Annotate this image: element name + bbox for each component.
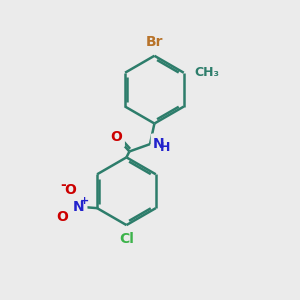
Text: O: O bbox=[64, 184, 76, 197]
Text: O: O bbox=[63, 182, 77, 200]
Text: Br: Br bbox=[146, 35, 163, 49]
Text: Br: Br bbox=[144, 31, 165, 49]
Text: CH₃: CH₃ bbox=[194, 66, 219, 79]
Text: O: O bbox=[110, 130, 122, 144]
Text: Cl: Cl bbox=[119, 232, 134, 246]
Text: O: O bbox=[56, 208, 70, 226]
Text: -: - bbox=[60, 178, 65, 192]
Text: O: O bbox=[109, 128, 123, 146]
Text: +: + bbox=[80, 196, 89, 206]
Text: O: O bbox=[57, 210, 69, 224]
Text: N: N bbox=[72, 198, 86, 216]
Text: N: N bbox=[152, 137, 164, 151]
Text: CH₃: CH₃ bbox=[194, 65, 225, 80]
Text: Cl: Cl bbox=[118, 232, 135, 250]
Text: H: H bbox=[160, 141, 171, 154]
Text: N: N bbox=[73, 200, 85, 214]
Text: N: N bbox=[152, 135, 166, 153]
